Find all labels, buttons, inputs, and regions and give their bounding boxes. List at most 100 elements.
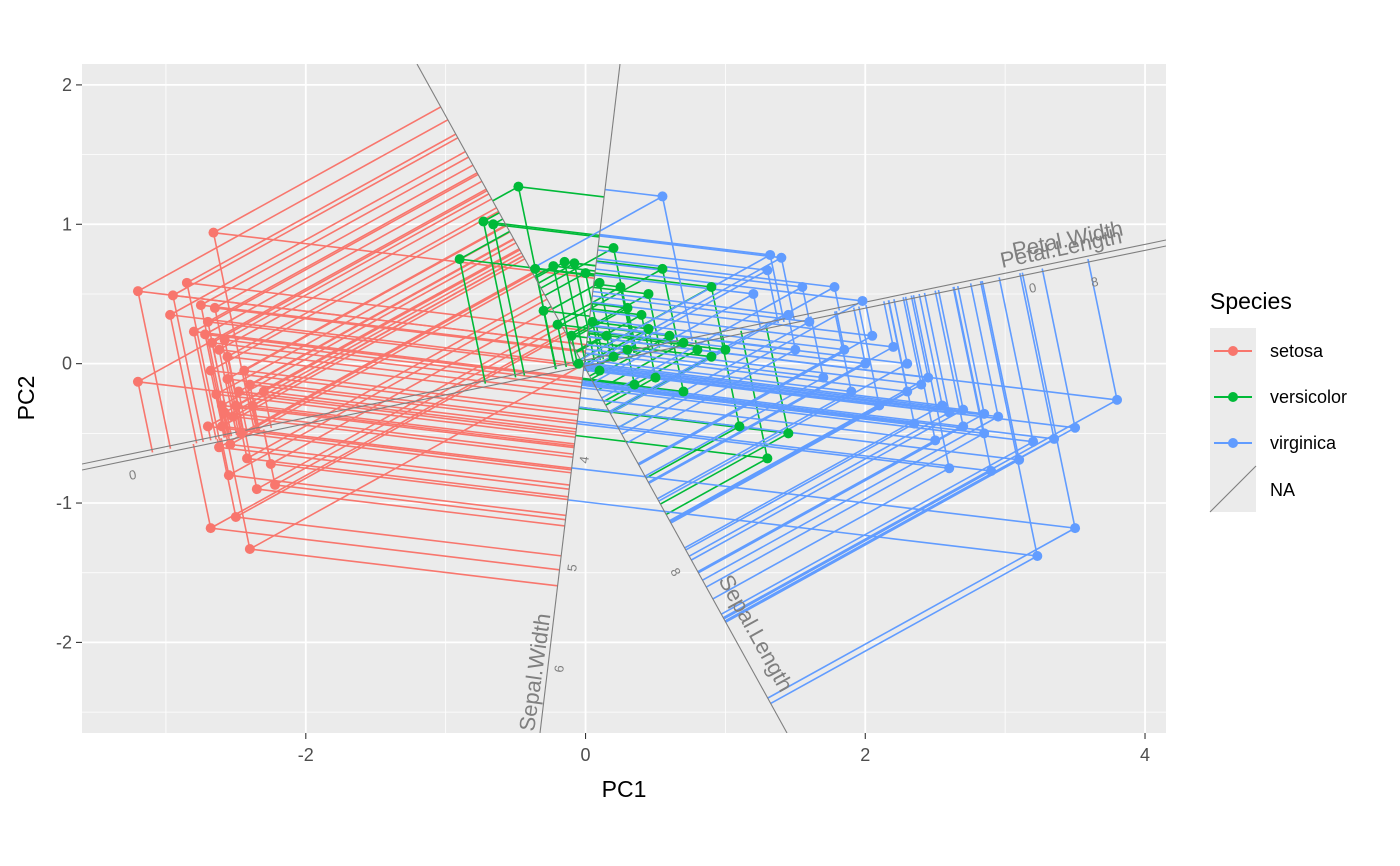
projection-line (482, 221, 517, 378)
projection-line (493, 223, 600, 238)
data-point (601, 330, 612, 341)
projection-line (274, 484, 566, 521)
projection-line (918, 293, 943, 406)
data-point (958, 421, 969, 432)
y-tick-label: 0 (62, 354, 72, 374)
data-point (818, 372, 829, 383)
projection-line (567, 499, 1038, 557)
projection-line (235, 516, 562, 557)
projection-line (902, 297, 923, 385)
projection-line (584, 272, 605, 360)
data-point (205, 523, 216, 534)
data-point (829, 282, 840, 292)
projection-line (221, 242, 517, 407)
data-point (552, 319, 563, 330)
legend-key-na-line (1209, 465, 1257, 513)
projection-line (214, 307, 586, 354)
projection-line (186, 133, 457, 284)
projection-line (224, 248, 520, 414)
data-point (132, 286, 143, 297)
projection-line (672, 344, 685, 392)
data-point (207, 337, 218, 348)
projection-line (578, 407, 789, 435)
projection-line (262, 429, 276, 486)
projection-line (599, 235, 782, 259)
projection-line (852, 307, 867, 364)
projection-line (596, 260, 663, 270)
data-point (783, 309, 794, 320)
projection-line (243, 370, 258, 432)
data-point (930, 435, 941, 446)
data-point (573, 358, 584, 369)
projection-line (604, 188, 663, 198)
data-point (1112, 394, 1123, 405)
data-point (242, 453, 253, 464)
projection-line (596, 257, 835, 288)
projection-line (270, 463, 569, 501)
data-point (636, 309, 647, 320)
projection-line (645, 425, 740, 479)
projection-line (204, 333, 583, 381)
data-point (236, 428, 247, 439)
data-point (230, 511, 241, 522)
data-point (478, 216, 489, 227)
projection-line (670, 390, 908, 524)
data-point (594, 365, 605, 376)
sepal-length-axis (416, 64, 788, 733)
projection-line (214, 164, 474, 309)
projection-line (684, 404, 943, 549)
projection-line (218, 272, 534, 448)
data-point (797, 282, 808, 292)
projection-line (193, 173, 479, 333)
projection-line (227, 378, 578, 422)
projection-line (934, 290, 964, 427)
data-point (734, 421, 745, 432)
data-point (244, 379, 255, 390)
projection-line (225, 436, 251, 550)
data-point (944, 463, 955, 474)
projection-line (1021, 272, 1076, 529)
projection-line (544, 272, 586, 297)
projection-line (256, 320, 560, 490)
data-point (765, 249, 776, 260)
projection-line (585, 352, 908, 393)
projection-line (923, 292, 950, 413)
data-point (569, 258, 580, 269)
projection-line (912, 295, 950, 469)
data-point (200, 329, 211, 340)
projection-line (953, 286, 985, 434)
projection-line (204, 334, 228, 438)
data-point (706, 351, 717, 362)
data-point (1028, 436, 1039, 447)
projection-line (583, 369, 880, 407)
projection-line (518, 185, 605, 198)
data-point (209, 302, 220, 313)
data-point (783, 428, 794, 439)
x-tick-labels: -2 0 2 4 (298, 745, 1150, 765)
y-tick-label: 1 (62, 214, 72, 234)
petal-axis-tick-0: 0 (128, 467, 138, 483)
projection-line (648, 362, 866, 485)
projection-line (237, 391, 248, 434)
data-point (225, 439, 236, 450)
projection-line (637, 349, 845, 465)
projection-line (207, 252, 522, 428)
data-point (211, 389, 222, 400)
projection-line (243, 224, 507, 372)
projection-line (893, 299, 909, 364)
data-point (202, 316, 213, 327)
projection-line (224, 193, 490, 341)
projection-line (230, 443, 570, 486)
data-point (748, 288, 759, 299)
projection-line (582, 328, 649, 366)
projection-line (186, 282, 220, 439)
projection-line (270, 307, 553, 465)
data-point (846, 386, 857, 397)
x-tick-label: 0 (581, 745, 591, 765)
projection-line (725, 459, 1020, 623)
data-point (1032, 550, 1043, 561)
data-point (247, 400, 258, 411)
legend-key-versicolor-point (1228, 392, 1238, 402)
projection-line (274, 325, 563, 486)
